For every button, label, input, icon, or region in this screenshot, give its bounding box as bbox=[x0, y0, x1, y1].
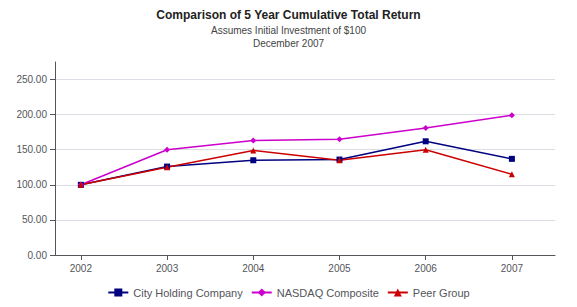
svg-text:100.00: 100.00 bbox=[16, 179, 47, 190]
svg-text:0.00: 0.00 bbox=[28, 250, 48, 261]
svg-text:200.00: 200.00 bbox=[16, 109, 47, 120]
svg-text:2004: 2004 bbox=[242, 263, 265, 274]
svg-text:City Holding Company: City Holding Company bbox=[133, 287, 243, 299]
svg-text:150.00: 150.00 bbox=[16, 144, 47, 155]
svg-text:2002: 2002 bbox=[70, 263, 93, 274]
svg-text:2003: 2003 bbox=[156, 263, 179, 274]
svg-text:Peer Group: Peer Group bbox=[413, 287, 470, 299]
svg-text:50.00: 50.00 bbox=[22, 214, 47, 225]
svg-text:2007: 2007 bbox=[501, 263, 524, 274]
svg-text:Assumes Initial Investment of: Assumes Initial Investment of $100 bbox=[211, 25, 367, 36]
svg-text:250.00: 250.00 bbox=[16, 74, 47, 85]
svg-text:2006: 2006 bbox=[415, 263, 438, 274]
svg-text:NASDAQ Composite: NASDAQ Composite bbox=[277, 287, 379, 299]
svg-text:Comparison of 5 Year Cumulativ: Comparison of 5 Year Cumulative Total Re… bbox=[156, 8, 420, 22]
svg-text:December 2007: December 2007 bbox=[253, 38, 325, 49]
svg-text:2005: 2005 bbox=[328, 263, 351, 274]
